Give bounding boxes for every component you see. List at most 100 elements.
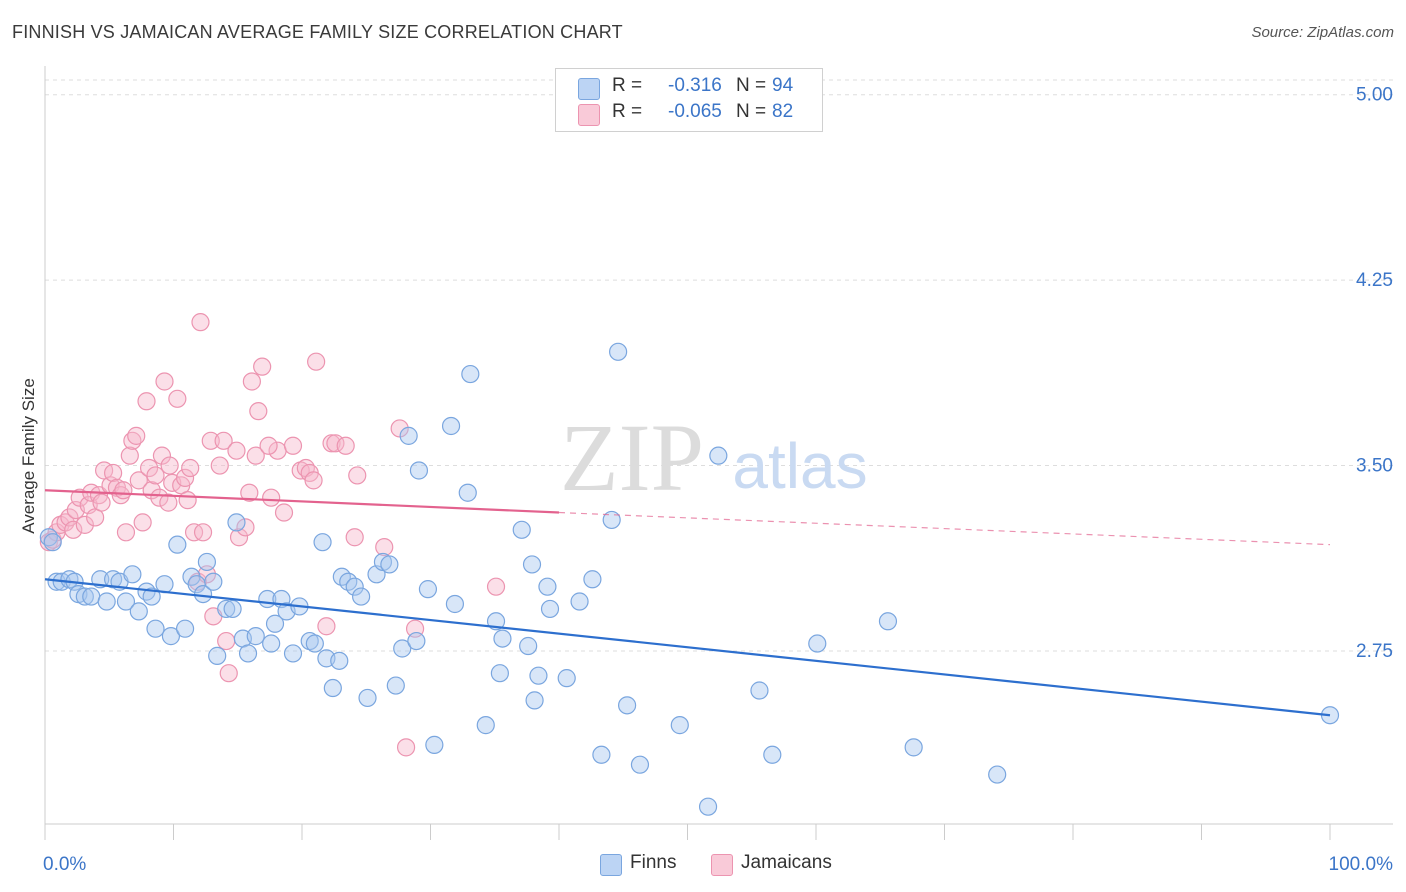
jamaicans-point-22 bbox=[120, 446, 139, 465]
finns-point-59 bbox=[409, 461, 429, 480]
jamaicans-point-55 bbox=[249, 402, 268, 421]
jamaicans-point-38 bbox=[175, 468, 195, 488]
finns-point-77 bbox=[540, 599, 560, 619]
finns-point-36 bbox=[262, 634, 281, 653]
jamaicans-point-57 bbox=[262, 488, 281, 507]
jamaicans-point-39 bbox=[178, 491, 197, 510]
finns-point-67 bbox=[476, 716, 495, 735]
y-tick-label-0: 2.75 bbox=[1356, 641, 1393, 662]
x-tick-label-min: 0.0% bbox=[43, 854, 86, 875]
finns-point-65 bbox=[458, 483, 477, 502]
finns-point-51 bbox=[352, 587, 371, 606]
finns-r-value: -0.316 bbox=[668, 75, 722, 96]
finns-point-57 bbox=[393, 639, 412, 658]
watermark-zip: ZIP bbox=[560, 404, 704, 511]
finns-point-82 bbox=[602, 510, 621, 530]
finns-point-64 bbox=[445, 594, 465, 614]
y-tick-label-2: 4.25 bbox=[1356, 270, 1393, 291]
jamaicans-point-68 bbox=[336, 436, 355, 455]
jamaicans-r-value: -0.065 bbox=[668, 101, 722, 122]
finns-trend-line bbox=[44, 578, 1331, 717]
jamaicans-point-42 bbox=[191, 313, 210, 332]
finns-point-74 bbox=[525, 691, 544, 710]
finns-point-70 bbox=[493, 629, 512, 648]
finns-point-50 bbox=[345, 577, 364, 596]
jamaicans-point-14 bbox=[92, 493, 111, 512]
finns-point-76 bbox=[538, 577, 557, 596]
jamaicans-point-19 bbox=[111, 486, 130, 505]
finns-point-43 bbox=[305, 634, 324, 653]
jamaicans-point-30 bbox=[146, 466, 165, 485]
finns-point-46 bbox=[323, 678, 342, 698]
finns-point-58 bbox=[399, 426, 418, 445]
finns-point-75 bbox=[529, 666, 548, 685]
finns-point-22 bbox=[175, 619, 195, 638]
jamaicans-point-28 bbox=[139, 458, 159, 478]
jamaicans-point-59 bbox=[274, 503, 294, 522]
jamaicans-r-label: R = bbox=[612, 101, 643, 122]
finns-point-30 bbox=[223, 599, 242, 619]
y-tick-label-1: 3.50 bbox=[1356, 456, 1393, 477]
finns-point-19 bbox=[155, 575, 174, 594]
finns-point-37 bbox=[265, 614, 285, 633]
jamaicans-point-20 bbox=[114, 481, 133, 500]
jamaicans-point-45 bbox=[201, 431, 220, 450]
finns-swatch bbox=[578, 78, 600, 100]
finns-point-79 bbox=[583, 570, 602, 589]
jamaicans-point-34 bbox=[159, 493, 178, 512]
finns-point-60 bbox=[407, 631, 426, 651]
gridlines bbox=[45, 79, 1393, 652]
finns-point-94 bbox=[988, 765, 1007, 784]
jamaicans-point-81 bbox=[304, 471, 323, 490]
jamaicans-point-31 bbox=[150, 488, 169, 507]
jamaicans-points bbox=[39, 313, 506, 757]
finns-point-20 bbox=[161, 627, 181, 646]
finns-point-13 bbox=[116, 592, 136, 611]
jamaicans-legend-swatch bbox=[711, 854, 733, 876]
jamaicans-point-76 bbox=[246, 446, 265, 465]
finns-point-17 bbox=[142, 587, 161, 606]
jamaicans-point-50 bbox=[219, 664, 238, 683]
correlation-legend: R = -0.316 N = 94 R = -0.065 N = 82 bbox=[555, 68, 823, 132]
finns-point-89 bbox=[750, 681, 769, 700]
jamaicans-point-25 bbox=[129, 471, 148, 490]
chart-title: FINNISH VS JAMAICAN AVERAGE FAMILY SIZE … bbox=[12, 22, 623, 42]
finns-point-85 bbox=[630, 755, 650, 774]
jamaicans-trend-line bbox=[44, 489, 560, 514]
jamaicans-point-69 bbox=[345, 528, 364, 547]
finns-point-78 bbox=[557, 669, 576, 688]
finns-r-label: R = bbox=[612, 75, 643, 96]
axes bbox=[44, 66, 1393, 840]
jamaicans-point-56 bbox=[253, 357, 272, 376]
finns-point-47 bbox=[330, 651, 349, 670]
jamaicans-point-52 bbox=[229, 528, 249, 547]
watermark-atlas: atlas bbox=[732, 430, 867, 502]
finns-point-29 bbox=[217, 599, 236, 619]
jamaicans-point-78 bbox=[160, 456, 179, 475]
finns-point-31 bbox=[227, 513, 246, 532]
y-axis-label: Average Family Size bbox=[19, 378, 38, 534]
finns-point-66 bbox=[461, 364, 480, 384]
finns-point-9 bbox=[91, 570, 110, 589]
jamaicans-legend-label: Jamaicans bbox=[741, 852, 832, 873]
finns-point-90 bbox=[763, 745, 782, 764]
jamaicans-point-49 bbox=[217, 631, 236, 651]
jamaicans-point-9 bbox=[75, 515, 94, 534]
jamaicans-point-79 bbox=[181, 458, 200, 478]
finns-point-34 bbox=[246, 627, 265, 646]
finns-point-21 bbox=[168, 535, 187, 554]
jamaicans-point-60 bbox=[283, 436, 303, 455]
finns-point-27 bbox=[204, 572, 223, 591]
jamaicans-point-26 bbox=[133, 513, 152, 532]
finns-point-14 bbox=[123, 565, 142, 584]
finns-point-40 bbox=[283, 644, 303, 663]
finns-point-7 bbox=[75, 587, 94, 606]
finns-point-1 bbox=[43, 533, 62, 552]
jamaicans-point-51 bbox=[227, 441, 246, 460]
finns-n-value: 94 bbox=[772, 75, 794, 96]
jamaicans-point-32 bbox=[152, 446, 172, 465]
jamaicans-point-64 bbox=[307, 352, 326, 371]
jamaicans-point-33 bbox=[155, 372, 174, 391]
finns-point-44 bbox=[313, 533, 332, 552]
